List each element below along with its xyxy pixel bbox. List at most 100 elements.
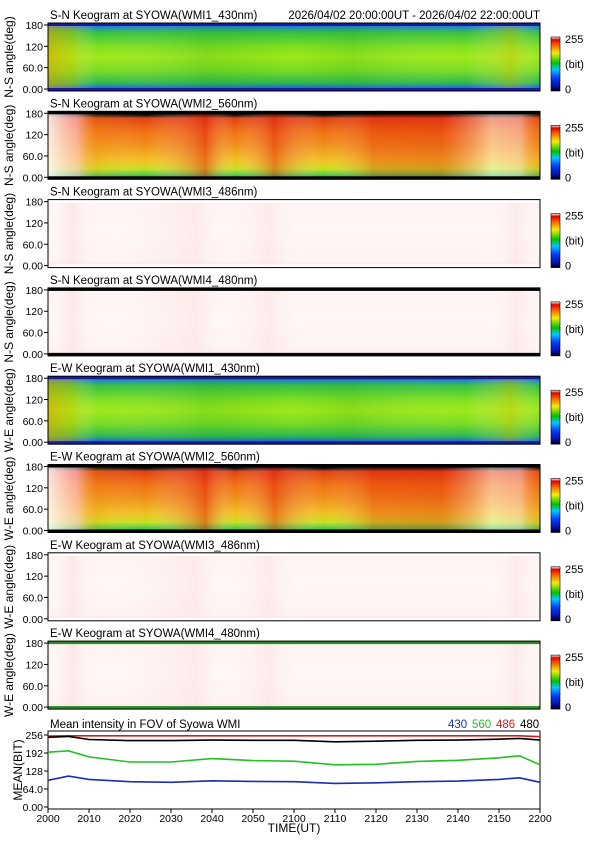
keogram-image-modulation: [48, 23, 540, 91]
colorbar-max-label: 255: [565, 34, 583, 46]
keogram-title: S-N Keogram at SYOWA(WMI2_560nm): [50, 98, 257, 110]
keogram-ylabel: N-S angle(deg): [2, 193, 16, 274]
keogram-ytick-label: 0.00: [23, 702, 44, 714]
keogram-image-modulation: [48, 199, 540, 268]
keogram-edge-bottom: [48, 617, 540, 621]
keogram-edge-bottom: [48, 529, 540, 533]
keogram-image-modulation: [48, 111, 540, 180]
keogram-ytick-label: 0.00: [23, 172, 44, 184]
colorbar: [550, 213, 561, 268]
keogram-edge-bottom: [48, 441, 540, 445]
keogram-title: E-W Keogram at SYOWA(WMI2_560nm): [50, 452, 260, 464]
colorbar-min-label: 0: [565, 84, 571, 96]
keogram-ytick-label: 180: [25, 373, 43, 385]
xtick-label: 2050: [241, 813, 265, 825]
keogram-panel: E-W Keogram at SYOWA(WMI1_430nm) 0.00 60.0…: [2, 363, 584, 452]
keogram-panel: S-N Keogram at SYOWA(WMI4_480nm) 0.00 60.0…: [2, 275, 584, 363]
colorbar-unit-label: (bit): [565, 236, 584, 248]
keogram-ylabel: W-E angle(deg): [2, 545, 16, 629]
keogram-edge-top: [48, 23, 540, 26]
keogram-panel: E-W Keogram at SYOWA(WMI2_560nm) 0.00 60.0…: [2, 452, 584, 541]
colorbar: [550, 36, 561, 92]
keogram-ylabel: W-E angle(deg): [2, 368, 16, 452]
xtick-label: 2150: [487, 813, 511, 825]
keogram-ytick-label: 60.0: [23, 328, 44, 340]
keogram-frame: [47, 464, 541, 533]
keogram-title: S-N Keogram at SYOWA(WMI3_486nm): [50, 187, 257, 199]
keogram-ytick-label: 120: [25, 306, 43, 318]
keogram-edge-top: [48, 552, 540, 556]
legend-entry-486: 486: [496, 719, 515, 731]
keogram-edge-top: [48, 287, 540, 291]
keogram-edge-top: [48, 111, 540, 115]
keogram-edge-bottom: [48, 264, 540, 268]
keogram-ytick-label: 0.00: [23, 349, 44, 361]
colorbar-max-label: 255: [565, 211, 583, 223]
keogram-title: E-W Keogram at SYOWA(WMI3_486nm): [50, 540, 260, 552]
keogram-ytick-label: 120: [25, 41, 43, 53]
xtick-label: 2030: [159, 813, 183, 825]
keogram-panel: E-W Keogram at SYOWA(WMI4_480nm) 0.00 60.0…: [2, 628, 584, 717]
keogram-ytick-label: 60.0: [23, 504, 44, 516]
series-line-480: [47, 735, 541, 743]
mean-ytick-label: 128: [25, 766, 43, 778]
series-line-430: [47, 775, 541, 785]
keogram-ytick-label: 60.0: [23, 239, 44, 251]
keogram-edge-top: [48, 464, 540, 468]
keogram-ytick-label: 180: [25, 285, 43, 297]
time-axis-ticks: 2000 2010 2020 2030 2040 2050 2100 2110 2120 2130…: [36, 809, 552, 825]
keogram-ytick-label: 0.00: [23, 437, 44, 449]
xtick-label: 2200: [528, 813, 552, 825]
keogram-frame: [47, 110, 541, 180]
colorbar-unit-label: (bit): [565, 147, 584, 159]
keogram-ylabel: W-E angle(deg): [2, 457, 16, 541]
mean-plot-series: [47, 734, 541, 785]
keogram-ytick-label: 120: [25, 130, 43, 142]
keogram-title: E-W Keogram at SYOWA(WMI4_480nm): [50, 628, 260, 640]
mean-ytick-label: 64.0: [23, 784, 44, 796]
keogram-edge-top: [48, 376, 540, 380]
keogram-edge-top: [48, 641, 540, 645]
keogram-ytick-label: 60.0: [23, 592, 44, 604]
legend-entry-480: 480: [520, 719, 539, 731]
keogram-frame: [47, 640, 541, 710]
mean-intensity-panel: Mean intensity in FOV of Syowa WMI 430 56…: [11, 719, 552, 835]
xtick-label: 2130: [405, 813, 429, 825]
keogram-edge-bottom: [48, 176, 540, 180]
keogram-panels: S-N Keogram at SYOWA(WMI1_430nm) 0.00 60.0…: [2, 10, 584, 717]
keogram-ytick-label: 180: [25, 108, 43, 120]
colorbar-min-label: 0: [565, 172, 571, 184]
legend-entry-430: 430: [448, 719, 467, 731]
keogram-panel: S-N Keogram at SYOWA(WMI1_430nm) 0.00 60.0…: [2, 10, 584, 98]
xtick-label: 2100: [282, 813, 306, 825]
keogram-ytick-label: 120: [25, 395, 43, 407]
keogram-ytick-label: 0.00: [23, 84, 44, 96]
keogram-panel: S-N Keogram at SYOWA(WMI2_560nm) 0.00 60.0…: [2, 98, 584, 186]
keogram-edge-bottom: [48, 706, 540, 710]
colorbar-min-label: 0: [565, 614, 571, 626]
keogram-ytick-label: 0.00: [23, 614, 44, 626]
colorbar-unit-label: (bit): [565, 589, 584, 601]
colorbar-max-label: 255: [565, 122, 583, 134]
colorbar-unit-label: (bit): [565, 677, 584, 689]
series-line-486: [47, 734, 541, 738]
keogram-edge-bottom: [48, 352, 540, 356]
keogram-ytick-label: 120: [25, 483, 43, 495]
xtick-label: 2020: [118, 813, 142, 825]
xtick-label: 2140: [446, 813, 470, 825]
keogram-image-modulation: [48, 552, 540, 621]
keogram-frame: [47, 287, 541, 357]
keogram-ytick-label: 120: [25, 659, 43, 671]
colorbar: [550, 478, 561, 533]
colorbar-unit-label: (bit): [565, 324, 584, 336]
colorbar-max-label: 255: [565, 299, 583, 311]
colorbar-max-label: 255: [565, 476, 583, 488]
keogram-frame: [47, 552, 541, 622]
colorbar-unit-label: (bit): [565, 412, 584, 424]
keogram-image-modulation: [48, 641, 540, 710]
keogram-panel: E-W Keogram at SYOWA(WMI3_486nm) 0.00 60.0…: [2, 540, 584, 629]
keogram-edge-bottom: [48, 88, 540, 91]
xtick-label: 2010: [77, 813, 101, 825]
colorbar-max-label: 255: [565, 387, 583, 399]
colorbar: [550, 125, 561, 180]
